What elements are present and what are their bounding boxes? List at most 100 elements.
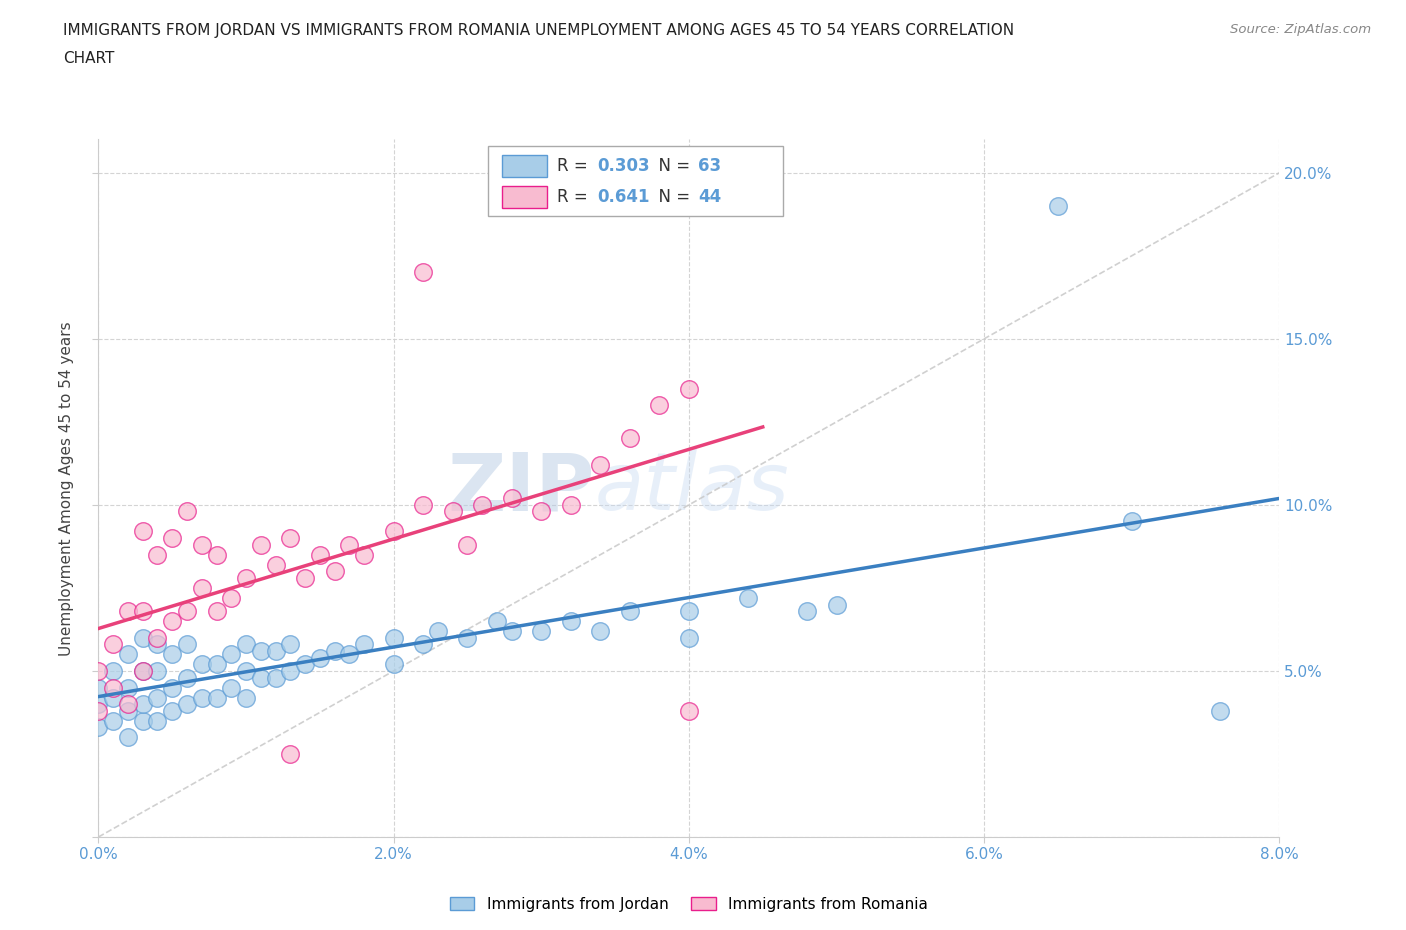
Point bbox=[737, 591, 759, 605]
Point bbox=[589, 458, 612, 472]
Point bbox=[117, 680, 139, 695]
Point bbox=[162, 680, 183, 695]
Text: N =: N = bbox=[648, 157, 695, 175]
Point bbox=[264, 557, 287, 572]
Point bbox=[353, 637, 375, 652]
Y-axis label: Unemployment Among Ages 45 to 54 years: Unemployment Among Ages 45 to 54 years bbox=[59, 321, 75, 656]
Legend: Immigrants from Jordan, Immigrants from Romania: Immigrants from Jordan, Immigrants from … bbox=[444, 890, 934, 918]
FancyBboxPatch shape bbox=[502, 186, 547, 208]
Point bbox=[250, 671, 273, 685]
Text: 63: 63 bbox=[699, 157, 721, 175]
Point bbox=[678, 703, 700, 718]
Point bbox=[294, 657, 316, 671]
Point bbox=[619, 431, 641, 445]
Point bbox=[235, 690, 257, 705]
Point bbox=[176, 504, 198, 519]
Point bbox=[337, 538, 360, 552]
Point bbox=[205, 604, 228, 618]
Point bbox=[382, 657, 405, 671]
Point bbox=[530, 504, 553, 519]
Point bbox=[412, 265, 434, 280]
Point bbox=[87, 720, 110, 735]
Point bbox=[560, 614, 582, 629]
Point bbox=[132, 631, 155, 645]
Point bbox=[648, 398, 671, 413]
Point bbox=[441, 504, 464, 519]
Text: 44: 44 bbox=[699, 188, 721, 206]
Point bbox=[219, 647, 242, 662]
Point bbox=[205, 547, 228, 562]
Point bbox=[250, 644, 273, 658]
Point bbox=[146, 663, 169, 678]
Point bbox=[176, 697, 198, 711]
Point bbox=[412, 498, 434, 512]
Point bbox=[382, 524, 405, 538]
Text: IMMIGRANTS FROM JORDAN VS IMMIGRANTS FROM ROMANIA UNEMPLOYMENT AMONG AGES 45 TO : IMMIGRANTS FROM JORDAN VS IMMIGRANTS FRO… bbox=[63, 23, 1014, 38]
Text: 0.303: 0.303 bbox=[596, 157, 650, 175]
Point bbox=[219, 680, 242, 695]
Point bbox=[678, 631, 700, 645]
Point bbox=[323, 644, 346, 658]
Point bbox=[250, 538, 273, 552]
FancyBboxPatch shape bbox=[502, 154, 547, 177]
Point bbox=[117, 703, 139, 718]
Point bbox=[87, 703, 110, 718]
Point bbox=[146, 690, 169, 705]
Text: CHART: CHART bbox=[63, 51, 115, 66]
Text: 0.641: 0.641 bbox=[596, 188, 650, 206]
Point bbox=[146, 637, 169, 652]
Point bbox=[117, 604, 139, 618]
Point bbox=[87, 680, 110, 695]
Point bbox=[191, 690, 214, 705]
Point bbox=[103, 663, 125, 678]
Point bbox=[353, 547, 375, 562]
Point bbox=[219, 591, 242, 605]
Point bbox=[146, 713, 169, 728]
Text: R =: R = bbox=[557, 188, 593, 206]
Point bbox=[132, 697, 155, 711]
Point bbox=[501, 624, 523, 639]
Point bbox=[146, 547, 169, 562]
Point bbox=[278, 531, 302, 546]
Point bbox=[103, 680, 125, 695]
Point bbox=[278, 663, 302, 678]
Point bbox=[619, 604, 641, 618]
Point bbox=[485, 614, 508, 629]
FancyBboxPatch shape bbox=[488, 147, 783, 217]
Point bbox=[264, 644, 287, 658]
Point bbox=[264, 671, 287, 685]
Point bbox=[176, 671, 198, 685]
Point bbox=[294, 570, 316, 585]
Point bbox=[191, 580, 214, 595]
Point bbox=[176, 637, 198, 652]
Point bbox=[308, 547, 332, 562]
Point bbox=[132, 663, 155, 678]
Point bbox=[530, 624, 553, 639]
Point bbox=[426, 624, 449, 639]
Text: R =: R = bbox=[557, 157, 593, 175]
Point bbox=[103, 637, 125, 652]
Point bbox=[191, 538, 214, 552]
Point bbox=[162, 614, 183, 629]
Point bbox=[382, 631, 405, 645]
Point bbox=[132, 604, 155, 618]
Point bbox=[678, 604, 700, 618]
Point bbox=[103, 713, 125, 728]
Point bbox=[308, 650, 332, 665]
Point bbox=[412, 637, 434, 652]
Point bbox=[103, 690, 125, 705]
Point bbox=[205, 690, 228, 705]
Point bbox=[235, 663, 257, 678]
Point bbox=[117, 730, 139, 745]
Point bbox=[1046, 198, 1069, 213]
Point bbox=[132, 524, 155, 538]
Point bbox=[456, 631, 478, 645]
Point bbox=[278, 747, 302, 762]
Point bbox=[87, 697, 110, 711]
Point bbox=[162, 703, 183, 718]
Point bbox=[235, 637, 257, 652]
Point bbox=[117, 697, 139, 711]
Point bbox=[501, 491, 523, 506]
Point bbox=[278, 637, 302, 652]
Point bbox=[337, 647, 360, 662]
